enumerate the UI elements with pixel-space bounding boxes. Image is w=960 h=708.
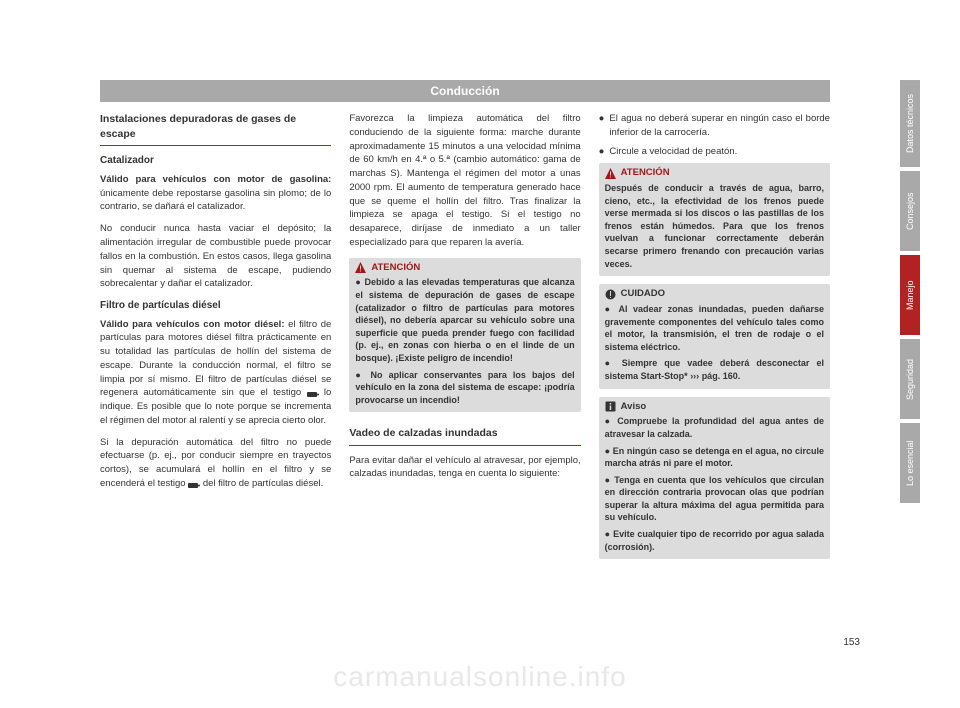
page-content: Conducción Instalaciones depuradoras de … [100, 80, 830, 567]
alert-cuidado: CUIDADO ● Al vadear zonas inundadas, pue… [599, 284, 830, 388]
alert-label: ATENCIÓN [621, 166, 670, 180]
text: únicamente debe repostarse gasolina sin … [100, 188, 331, 213]
alert-item: ● Tenga en cuenta que los vehículos que … [605, 474, 824, 524]
text: pág. 160. [699, 371, 740, 381]
alert-atencion: ATENCIÓN Después de conducir a través de… [599, 163, 830, 276]
bold-lead: Válido para vehículos con motor diésel: [100, 319, 285, 330]
alert-body: Después de conducir a través de agua, ba… [599, 182, 830, 276]
alert-item: ● En ningún caso se detenga en el agua, … [605, 445, 824, 470]
tab-lo-esencial[interactable]: Lo esencial [900, 423, 920, 503]
paragraph: Válido para vehículos con motor diésel: … [100, 318, 331, 428]
bold-lead: Válido para vehículos con motor de gasol… [100, 174, 331, 185]
tab-seguridad[interactable]: Seguridad [900, 339, 920, 419]
column-1: Instalaciones depuradoras de gases de es… [100, 112, 331, 567]
side-tabs: Datos técnicos Consejos Manejo Seguridad… [900, 80, 920, 503]
alert-item: ● Siempre que vadee deberá desconectar e… [605, 357, 824, 382]
text: del filtro de partículas diésel. [200, 478, 323, 489]
text: Al vadear zonas inundadas, pueden dañar­… [605, 304, 824, 352]
section-title: Instalaciones depuradoras de gases de es… [100, 112, 331, 146]
page-number: 153 [843, 637, 860, 648]
text: El agua no deberá superar en ningún caso… [609, 112, 830, 140]
alert-aviso: Aviso ● Compruebe la profundidad del agu… [599, 397, 830, 560]
watermark: carmanualsonline.info [0, 661, 960, 693]
column-3: ● El agua no deberá superar en ningún ca… [599, 112, 830, 567]
tab-datos-tecnicos[interactable]: Datos técnicos [900, 80, 920, 167]
dpf-indicator-icon [188, 480, 200, 487]
warning-triangle-icon [355, 262, 366, 273]
info-circle-icon [605, 289, 616, 300]
warning-triangle-icon [605, 168, 616, 179]
paragraph: No conducir nunca hasta vaciar el depósi… [100, 222, 331, 291]
link-arrows-icon: ››› [690, 371, 699, 381]
alert-label: Aviso [621, 400, 647, 414]
alert-atencion: ATENCIÓN ● Debido a las elevadas tempera… [349, 258, 580, 413]
alert-header: Aviso [599, 397, 830, 416]
text: Circule a velocidad de peatón. [609, 145, 737, 159]
alert-item: ● Compruebe la profundidad del agua ante… [605, 415, 824, 440]
paragraph: Válido para vehículos con motor de gasol… [100, 173, 331, 214]
paragraph: Para evitar dañar el vehículo al atraves… [349, 454, 580, 482]
note-square-icon [605, 401, 616, 412]
column-layout: Instalaciones depuradoras de gases de es… [100, 112, 830, 567]
subheading-catalizador: Catalizador [100, 154, 331, 169]
page-banner: Conducción [100, 80, 830, 102]
text: No aplicar conservantes para los bajos d… [355, 370, 574, 405]
alert-body: ● Al vadear zonas inundadas, pueden daña… [599, 303, 830, 389]
tab-consejos[interactable]: Consejos [900, 171, 920, 251]
alert-label: ATENCIÓN [371, 261, 420, 275]
alert-header: ATENCIÓN [599, 163, 830, 182]
bullet-icon: ● [599, 145, 605, 159]
alert-item: ● Debido a las elevadas temperaturas que… [355, 276, 574, 364]
text: Después de conducir a través de agua, ba… [605, 182, 824, 270]
text: el fil­tro de partículas para motores di… [100, 319, 331, 399]
paragraph: Favorezca la limpieza automática del fil… [349, 112, 580, 250]
column-2: Favorezca la limpieza automática del fil… [349, 112, 580, 567]
text: Evite cualquier tipo de recorrido por ag… [605, 529, 824, 552]
alert-item: ● Evite cualquier tipo de recorrido por … [605, 528, 824, 553]
paragraph: Si la depuración automática del filtro n… [100, 436, 331, 491]
bullet-item: ● El agua no deberá superar en ningún ca… [599, 112, 830, 140]
text: Tenga en cuenta que los vehículos que ci… [605, 475, 824, 523]
bullet-icon: ● [599, 112, 605, 140]
alert-body: ● Compruebe la profundidad del agua ante… [599, 415, 830, 559]
alert-item: ● Al vadear zonas inundadas, pueden daña… [605, 303, 824, 353]
section-title: Vadeo de calzadas inundadas [349, 426, 580, 445]
alert-header: CUIDADO [599, 284, 830, 303]
text: En ningún caso se detenga en el agua, no… [605, 446, 824, 469]
bullet-item: ● Circule a velocidad de peatón. [599, 145, 830, 159]
text: Debido a las elevadas temperaturas que a… [355, 277, 574, 363]
alert-item: ● No aplicar conservantes para los bajos… [355, 369, 574, 407]
tab-manejo[interactable]: Manejo [900, 255, 920, 335]
dpf-indicator-icon [307, 389, 319, 396]
alert-body: ● Debido a las elevadas temperaturas que… [349, 276, 580, 412]
text: Compruebe la profundidad del agua antes … [605, 416, 824, 439]
alert-label: CUIDADO [621, 287, 665, 301]
alert-header: ATENCIÓN [349, 258, 580, 277]
subheading-filtro: Filtro de partículas diésel [100, 299, 331, 314]
